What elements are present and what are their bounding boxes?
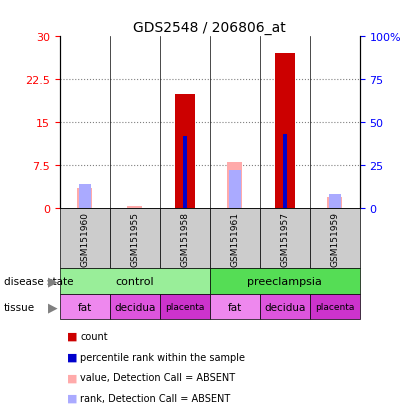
Text: ▶: ▶ — [48, 275, 58, 288]
Text: fat: fat — [227, 302, 242, 312]
FancyBboxPatch shape — [110, 294, 159, 320]
Bar — [275, 54, 295, 209]
Bar — [182, 137, 187, 209]
FancyBboxPatch shape — [110, 209, 159, 268]
FancyBboxPatch shape — [60, 209, 110, 268]
Bar — [327, 197, 342, 209]
Bar — [329, 195, 341, 209]
FancyBboxPatch shape — [309, 294, 360, 320]
Bar — [227, 163, 242, 209]
Text: count: count — [80, 331, 108, 341]
Text: GSM151955: GSM151955 — [130, 211, 139, 266]
Bar — [229, 171, 240, 209]
Text: rank, Detection Call = ABSENT: rank, Detection Call = ABSENT — [80, 393, 231, 403]
Title: GDS2548 / 206806_at: GDS2548 / 206806_at — [133, 21, 286, 35]
Text: ■: ■ — [67, 352, 77, 362]
Text: GSM151959: GSM151959 — [330, 211, 339, 266]
FancyBboxPatch shape — [159, 294, 210, 320]
Bar — [77, 189, 92, 209]
FancyBboxPatch shape — [210, 294, 260, 320]
Bar — [283, 135, 286, 209]
Text: disease state: disease state — [4, 276, 74, 286]
Bar — [79, 185, 90, 209]
FancyBboxPatch shape — [309, 209, 360, 268]
Text: decidua: decidua — [114, 302, 155, 312]
FancyBboxPatch shape — [159, 209, 210, 268]
FancyBboxPatch shape — [60, 268, 210, 294]
Text: ■: ■ — [67, 331, 77, 341]
Text: placenta: placenta — [315, 302, 354, 311]
FancyBboxPatch shape — [210, 268, 360, 294]
Text: GSM151960: GSM151960 — [80, 211, 89, 266]
Text: percentile rank within the sample: percentile rank within the sample — [80, 352, 245, 362]
FancyBboxPatch shape — [210, 209, 260, 268]
Text: GSM151961: GSM151961 — [230, 211, 239, 266]
Text: ■: ■ — [67, 373, 77, 382]
Text: value, Detection Call = ABSENT: value, Detection Call = ABSENT — [80, 373, 235, 382]
Text: decidua: decidua — [264, 302, 305, 312]
Bar — [127, 206, 142, 209]
FancyBboxPatch shape — [260, 209, 309, 268]
Text: ▶: ▶ — [48, 300, 58, 313]
Text: placenta: placenta — [165, 302, 204, 311]
Text: fat: fat — [77, 302, 92, 312]
Text: control: control — [115, 276, 154, 286]
Bar — [175, 94, 195, 209]
Text: ■: ■ — [67, 393, 77, 403]
FancyBboxPatch shape — [60, 294, 110, 320]
Text: preeclampsia: preeclampsia — [247, 276, 322, 286]
Text: GSM151958: GSM151958 — [180, 211, 189, 266]
FancyBboxPatch shape — [260, 294, 309, 320]
Text: GSM151957: GSM151957 — [280, 211, 289, 266]
Text: tissue: tissue — [4, 302, 35, 312]
